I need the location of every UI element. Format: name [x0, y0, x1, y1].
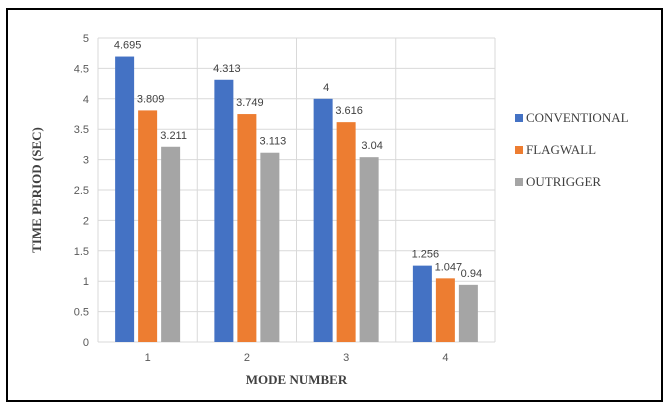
x-axis-title: MODE NUMBER — [246, 372, 348, 387]
data-label: 3.113 — [260, 136, 287, 148]
data-label: 4.313 — [213, 63, 241, 75]
legend-swatch-outrigger — [515, 178, 523, 186]
y-tick-label: 3.5 — [74, 124, 89, 136]
data-labels: 4.695 3.809 3.211 4.313 3.749 3.113 4 3.616 3.04… — [114, 40, 482, 280]
y-tick-label: 2.5 — [74, 185, 89, 197]
y-tick-label: 1 — [83, 276, 89, 288]
legend-swatch-flagwall — [515, 146, 523, 154]
bar-flagwall-2 — [237, 114, 257, 343]
x-tick-label: 1 — [145, 352, 151, 364]
legend: CONVENTIONAL FLAGWALL OUTRIGGER — [515, 110, 629, 189]
bar-outrigger-2 — [260, 152, 280, 342]
bar-conventional-4 — [412, 265, 432, 342]
y-tick-label: 1.5 — [74, 246, 89, 258]
y-tick-label: 3 — [83, 155, 89, 167]
legend-label-outrigger: OUTRIGGER — [526, 174, 601, 189]
y-tick-label: 0 — [83, 337, 89, 349]
x-tick-label: 4 — [442, 352, 448, 364]
legend-label-flagwall: FLAGWALL — [526, 142, 596, 157]
x-axis-ticks: 1 2 3 4 — [145, 352, 449, 364]
bar-chart: 0 0.5 1 1.5 2 2.5 3 3.5 4 4.5 5 4.695 3.809 3.211 4.3… — [29, 33, 629, 387]
bar-flagwall-4 — [435, 278, 455, 342]
data-label: 4.695 — [114, 40, 142, 52]
data-label: 3.809 — [137, 93, 165, 105]
legend-label-conventional: CONVENTIONAL — [526, 110, 629, 125]
data-label: 3.616 — [335, 105, 363, 117]
y-tick-label: 5 — [83, 33, 89, 45]
bars — [115, 56, 478, 343]
bar-outrigger-4 — [458, 284, 478, 342]
bar-outrigger-1 — [161, 146, 181, 342]
y-axis-title: TIME PERIOD (SEC) — [29, 127, 44, 253]
data-label: 3.04 — [361, 140, 382, 152]
data-label: 1.047 — [435, 261, 463, 273]
x-tick-label: 2 — [244, 352, 250, 364]
y-tick-label: 0.5 — [74, 307, 89, 319]
bar-conventional-2 — [214, 79, 234, 343]
data-label: 1.256 — [412, 249, 440, 261]
legend-swatch-conventional — [515, 114, 523, 122]
gridlines — [97, 37, 496, 343]
y-tick-label: 2 — [83, 215, 89, 227]
y-tick-label: 4 — [83, 94, 89, 106]
bar-conventional-3 — [313, 98, 333, 342]
chart-frame: 0 0.5 1 1.5 2 2.5 3 3.5 4 4.5 5 4.695 3.809 3.211 4.3… — [6, 8, 663, 402]
bar-outrigger-3 — [359, 157, 379, 342]
data-label: 0.94 — [461, 268, 482, 280]
x-tick-label: 3 — [343, 352, 349, 364]
bar-flagwall-3 — [336, 122, 356, 342]
data-label: 3.749 — [236, 97, 264, 109]
bar-flagwall-1 — [138, 110, 158, 342]
y-tick-label: 4.5 — [74, 63, 89, 75]
data-label: 4 — [323, 82, 329, 94]
data-label: 3.211 — [160, 130, 187, 142]
y-axis-ticks: 0 0.5 1 1.5 2 2.5 3 3.5 4 4.5 5 — [74, 33, 89, 349]
bar-conventional-1 — [115, 56, 135, 342]
